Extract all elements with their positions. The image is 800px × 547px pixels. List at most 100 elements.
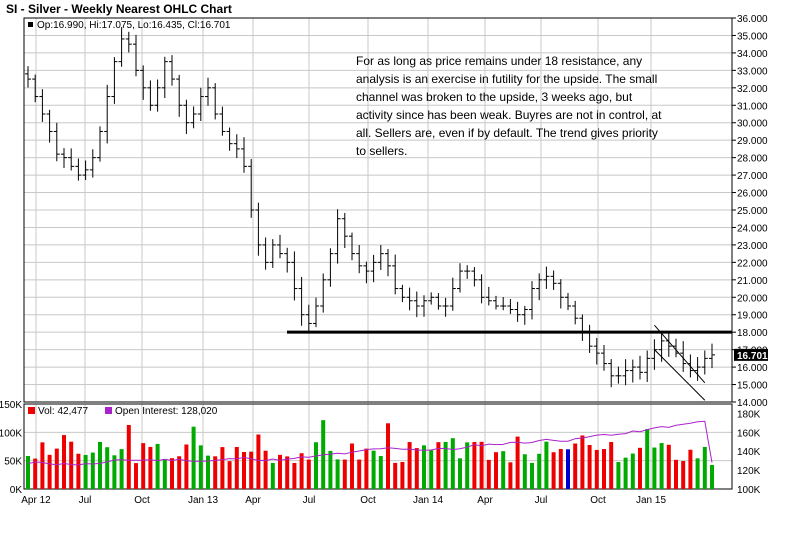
volume-bar [616,462,621,489]
volume-bar [76,453,81,489]
time-tick-label: Oct [134,495,150,506]
volume-bar [666,444,671,489]
volume-panel-frame [23,403,733,490]
volume-tick-label: 150K [0,400,22,411]
time-tick-label: Jul [535,495,548,506]
volume-bar [443,441,448,489]
volume-bar [537,453,542,489]
time-tick-label: Jul [79,495,92,506]
volume-bar [90,452,95,489]
volume-bar [602,449,606,489]
volume-bar [407,442,412,489]
chart-title: SI - Silver - Weekly Nearest OHLC Chart [6,2,232,16]
price-tick-label: 15.000 [737,381,768,392]
volume-bar [170,458,174,489]
volume-bar [335,459,340,489]
volume-bar [465,442,470,489]
oi-tick-label: 140K [737,447,761,458]
volume-bar [580,435,585,489]
price-tick-label: 35.000 [737,31,768,42]
volume-bar [544,441,549,489]
volume-bar [256,434,261,489]
volume-bar [515,436,520,489]
volume-bar [33,458,38,489]
volume-bar [458,458,462,489]
oi-tick-label: 180K [737,409,761,420]
volume-bar [162,459,167,489]
volume-bar [299,453,304,489]
oi-legend-swatch [105,407,112,414]
volume-bar [472,442,477,489]
volume-bar [378,456,383,489]
volume-bar [594,449,599,489]
time-tick-label: Oct [360,495,376,506]
volume-bar [609,442,614,489]
price-tick-label: 23.000 [737,241,768,252]
volume-bar [422,445,426,489]
volume-bar [414,448,419,489]
price-tick-label: 24.000 [737,223,768,234]
time-tick-label: Apr [245,495,261,506]
ohlc-legend: Op:16.990, Hi:17.075, Lo:16.435, Cl:16.7… [37,20,231,31]
volume-bar [177,456,182,489]
volume-bar [141,443,146,489]
volume-bar [587,444,592,489]
volume-bar [155,443,160,489]
volume-tick-label: 100K [0,428,22,439]
volume-bar [702,446,707,489]
volume-bar [213,456,218,489]
volume-bar [69,441,74,489]
time-tick-label: Oct [590,495,606,506]
time-tick-label: Jan 13 [188,495,218,506]
volume-bar [148,446,153,489]
volume-bar [263,450,268,489]
volume-bar [638,447,642,489]
volume-bar [551,452,556,489]
volume-bar [645,429,650,489]
time-tick-label: Apr [477,495,493,506]
open-interest-line [27,420,713,466]
volume-bar [234,446,239,489]
volume-bar [630,453,635,489]
volume-bar [119,449,124,489]
volume-bar [242,452,246,489]
time-tick-label: Jan 14 [413,495,443,506]
price-tick-label: 36.000 [737,14,768,25]
price-tick-label: 26.000 [737,189,768,200]
price-tick-label: 27.000 [737,171,768,182]
volume-bar [206,455,210,489]
price-tick-label: 28.000 [737,154,768,165]
time-tick-label: Apr 12 [21,495,51,506]
volume-bar [486,459,491,489]
volume-bar [695,458,700,489]
volume-bar [126,424,131,489]
volume-bar [314,442,318,489]
volume-bar [40,442,45,489]
volume-bar [573,443,578,489]
volume-bar [652,447,657,489]
volume-bar [328,450,333,489]
volume-bar [450,438,455,489]
volume-bar [26,455,30,489]
volume-bar [47,454,52,489]
oi-tick-label: 100K [737,485,761,496]
volume-bar [674,459,678,489]
volume-tick-label: 0K [10,485,23,496]
volume-bar [184,444,189,489]
channel-line [654,324,706,384]
volume-bar [623,457,628,489]
volume-bar [508,462,513,489]
price-tick-label: 16.000 [737,363,768,374]
volume-bar [285,456,290,489]
price-tick-label: 19.000 [737,311,768,322]
oi-tick-label: 160K [737,428,761,439]
time-tick-label: Jan 15 [636,495,666,506]
volume-bar [479,441,484,489]
volume-bar [436,442,441,489]
price-tick-label: 21.000 [737,276,768,287]
volume-bar [220,447,225,489]
volume-bar [54,448,59,489]
volume-bar [227,461,232,489]
volume-bar [112,455,117,489]
